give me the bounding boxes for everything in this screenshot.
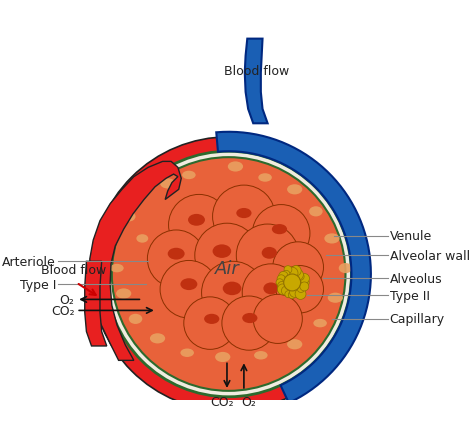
Circle shape bbox=[242, 264, 300, 321]
Ellipse shape bbox=[258, 174, 272, 182]
Ellipse shape bbox=[212, 245, 231, 258]
Ellipse shape bbox=[264, 283, 279, 295]
Ellipse shape bbox=[313, 319, 327, 328]
Ellipse shape bbox=[262, 247, 277, 259]
Text: Venule: Venule bbox=[390, 230, 432, 243]
Circle shape bbox=[298, 277, 309, 289]
Ellipse shape bbox=[122, 212, 136, 222]
Circle shape bbox=[300, 274, 310, 284]
Circle shape bbox=[283, 271, 290, 279]
Text: CO₂: CO₂ bbox=[51, 304, 74, 317]
Circle shape bbox=[284, 274, 301, 291]
Circle shape bbox=[282, 286, 291, 296]
Circle shape bbox=[286, 268, 298, 279]
Text: Arteriole: Arteriole bbox=[2, 255, 56, 268]
Circle shape bbox=[292, 269, 303, 281]
Circle shape bbox=[184, 297, 236, 350]
Ellipse shape bbox=[168, 248, 185, 260]
Circle shape bbox=[252, 205, 310, 262]
Ellipse shape bbox=[324, 234, 339, 244]
Text: Air: Air bbox=[215, 259, 239, 277]
Ellipse shape bbox=[254, 351, 268, 360]
Ellipse shape bbox=[223, 282, 241, 296]
Text: Capillary: Capillary bbox=[390, 313, 445, 325]
Circle shape bbox=[295, 289, 306, 300]
Circle shape bbox=[236, 225, 299, 287]
Ellipse shape bbox=[287, 185, 302, 195]
Polygon shape bbox=[85, 261, 107, 346]
Circle shape bbox=[106, 152, 351, 397]
Text: Alveolus: Alveolus bbox=[390, 272, 442, 285]
Ellipse shape bbox=[328, 293, 343, 303]
Text: Blood flow: Blood flow bbox=[41, 264, 106, 277]
Ellipse shape bbox=[236, 208, 252, 219]
Ellipse shape bbox=[228, 162, 243, 172]
Circle shape bbox=[278, 282, 286, 290]
Ellipse shape bbox=[150, 333, 165, 344]
Circle shape bbox=[300, 282, 309, 291]
Polygon shape bbox=[245, 39, 268, 124]
Ellipse shape bbox=[116, 289, 131, 299]
Circle shape bbox=[285, 291, 292, 298]
Ellipse shape bbox=[181, 349, 194, 357]
Circle shape bbox=[289, 286, 301, 298]
Ellipse shape bbox=[242, 313, 257, 323]
Circle shape bbox=[279, 272, 288, 281]
Circle shape bbox=[297, 286, 305, 293]
Circle shape bbox=[222, 297, 276, 350]
Ellipse shape bbox=[215, 352, 230, 362]
Text: O₂: O₂ bbox=[242, 395, 256, 408]
Ellipse shape bbox=[309, 207, 323, 217]
Ellipse shape bbox=[272, 225, 287, 235]
Ellipse shape bbox=[137, 235, 148, 243]
Text: Type I: Type I bbox=[19, 278, 56, 291]
Circle shape bbox=[273, 242, 323, 293]
Circle shape bbox=[277, 275, 285, 283]
Polygon shape bbox=[90, 162, 181, 360]
Text: Blood flow: Blood flow bbox=[224, 65, 289, 78]
Ellipse shape bbox=[182, 171, 196, 180]
Ellipse shape bbox=[181, 279, 197, 290]
Circle shape bbox=[284, 266, 292, 274]
Circle shape bbox=[253, 295, 302, 344]
Text: Alveolar wall: Alveolar wall bbox=[390, 249, 470, 262]
Circle shape bbox=[276, 266, 323, 313]
Circle shape bbox=[112, 158, 346, 391]
Polygon shape bbox=[216, 132, 371, 403]
Ellipse shape bbox=[287, 339, 302, 350]
Circle shape bbox=[147, 230, 205, 288]
Text: O₂: O₂ bbox=[60, 293, 74, 306]
Circle shape bbox=[91, 138, 366, 411]
Ellipse shape bbox=[204, 314, 219, 324]
Ellipse shape bbox=[129, 314, 142, 324]
Circle shape bbox=[277, 284, 288, 295]
Text: CO₂: CO₂ bbox=[210, 395, 234, 408]
Ellipse shape bbox=[188, 214, 205, 226]
Circle shape bbox=[291, 266, 301, 276]
Circle shape bbox=[276, 279, 283, 286]
Circle shape bbox=[169, 195, 229, 256]
Circle shape bbox=[195, 224, 259, 288]
Circle shape bbox=[160, 261, 218, 318]
Text: Type II: Type II bbox=[390, 289, 429, 302]
Circle shape bbox=[212, 186, 275, 248]
Circle shape bbox=[297, 273, 304, 281]
Ellipse shape bbox=[339, 263, 352, 273]
Ellipse shape bbox=[110, 264, 124, 273]
Circle shape bbox=[201, 261, 264, 324]
Circle shape bbox=[288, 291, 296, 299]
Ellipse shape bbox=[160, 179, 175, 189]
